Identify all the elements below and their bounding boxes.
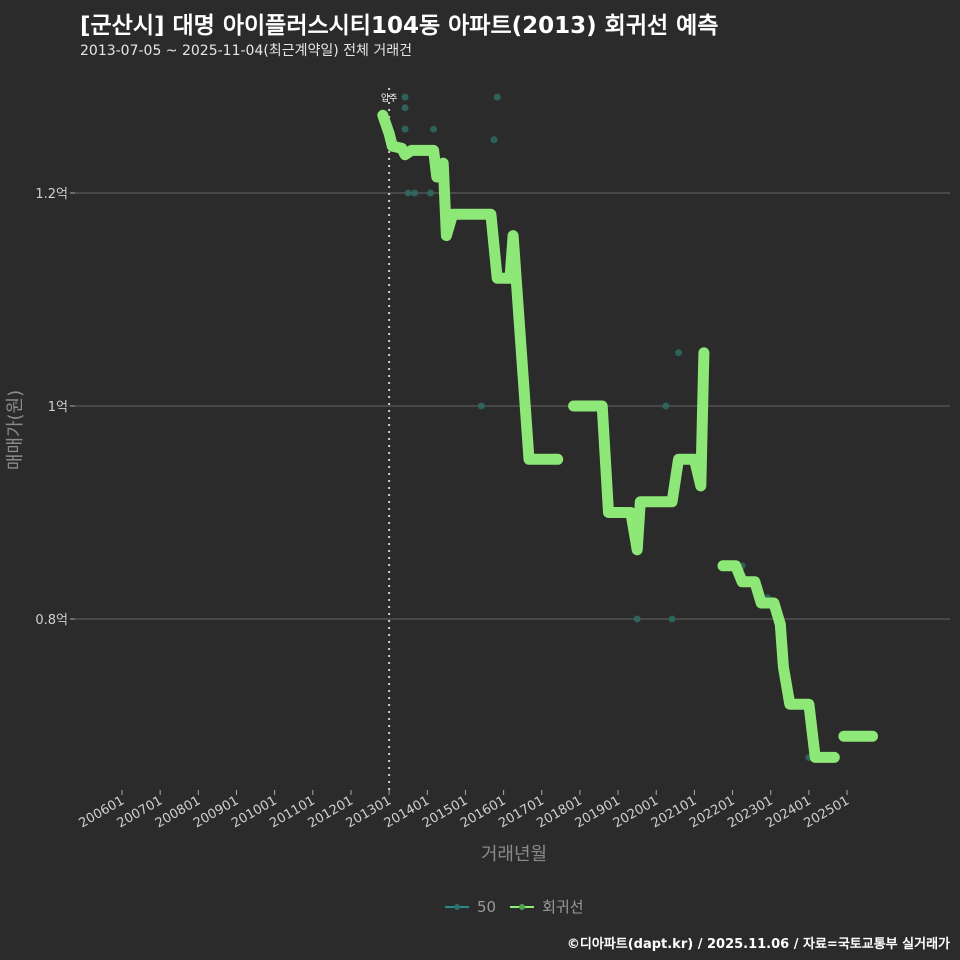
move-in-label: 입주 (381, 92, 398, 104)
regression-line (377, 109, 878, 763)
grid-lines (75, 192, 950, 620)
move-in-annotation: 입주 (381, 88, 398, 790)
chart-subtitle: 2013-07-05 ~ 2025-11-04(최근계약일) 전체 거래건 (80, 43, 412, 59)
legend: 50 회귀선 (445, 896, 584, 917)
x-axis-title: 거래년월 (481, 844, 547, 865)
legend-key-green-icon (510, 901, 535, 913)
legend-item-regression: 회귀선 (510, 896, 584, 917)
legend-key-teal-icon (445, 901, 469, 913)
legend-label: 50 (477, 897, 497, 916)
legend-label: 회귀선 (542, 898, 584, 916)
y-tick-label: 1.2억 (35, 187, 68, 202)
x-axis: 2006012007012008012009012010012011012012… (77, 790, 852, 831)
legend-item-50: 50 (445, 898, 496, 916)
source-credit: ©디아파트(dapt.kr) / 2025.11.06 / 자료=국토교통부 실… (566, 937, 950, 952)
y-tick-label: 1억 (48, 400, 68, 415)
y-axis: 0.8억 1억 1.2억 (35, 187, 75, 628)
chart-title: [군산시] 대명 아이플러스시티104동 아파트(2013) 회귀선 예측 (80, 13, 719, 39)
y-tick-label: 0.8억 (35, 613, 68, 628)
y-axis-title: 매매가(원) (5, 390, 26, 470)
